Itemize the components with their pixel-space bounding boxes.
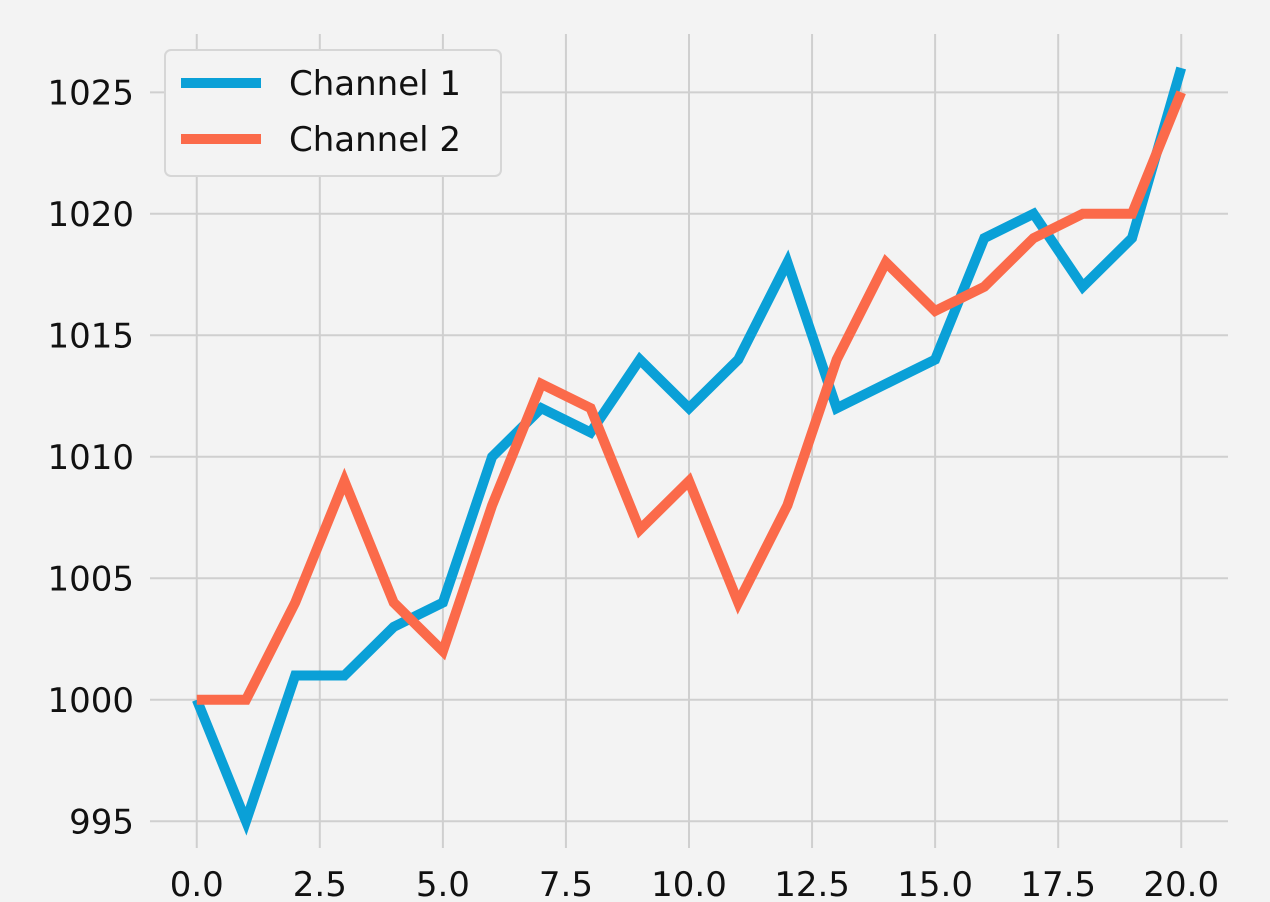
x-tick-label: 7.5 — [539, 865, 593, 902]
x-tick-label: 15.0 — [897, 865, 973, 902]
x-tick-label: 2.5 — [293, 865, 347, 902]
x-tick-label: 0.0 — [170, 865, 224, 902]
y-tick-label: 1010 — [47, 438, 134, 478]
legend-label-1: Channel 1 — [289, 64, 461, 104]
x-tick-label: 12.5 — [774, 865, 850, 902]
series-line-1 — [192, 66, 1187, 836]
series-lines — [192, 66, 1187, 836]
y-tick-label: 995 — [69, 802, 134, 842]
y-axis-ticks: 995 1000 1005 1010 1015 1020 1025 — [47, 73, 134, 842]
x-tick-label: 10.0 — [651, 865, 727, 902]
y-tick-label: 1020 — [47, 195, 134, 235]
y-tick-label: 1005 — [47, 559, 134, 599]
x-tick-label: 5.0 — [416, 865, 470, 902]
x-tick-label: 20.0 — [1143, 865, 1219, 902]
x-tick-label: 17.5 — [1020, 865, 1096, 902]
legend-label-2: Channel 2 — [289, 120, 461, 160]
x-axis-ticks: 0.0 2.5 5.0 7.5 10.0 12.5 15.0 17.5 20.0 — [170, 865, 1219, 902]
y-tick-label: 1000 — [47, 681, 134, 721]
y-tick-label: 1015 — [47, 316, 134, 356]
series-line-2 — [196, 90, 1186, 705]
y-tick-label: 1025 — [47, 73, 134, 113]
legend: Channel 1 Channel 2 — [164, 49, 502, 177]
